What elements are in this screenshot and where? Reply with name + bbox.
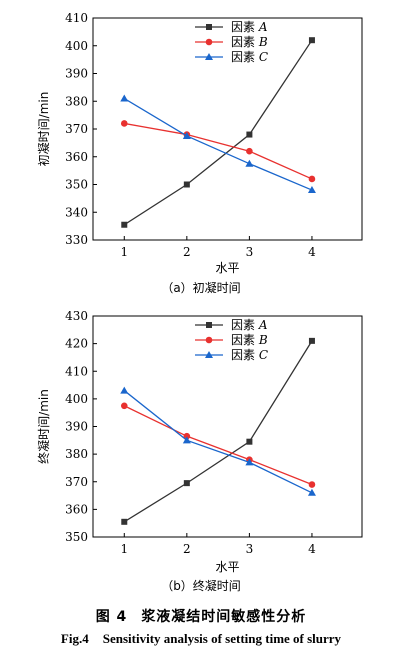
legend-marker <box>205 351 213 358</box>
figure-caption-en: Fig.4 Sensitivity analysis of setting tim… <box>0 631 402 647</box>
legend-label: 因素 A <box>231 20 268 34</box>
series-line <box>123 340 313 523</box>
y-tick-label: 350 <box>65 178 88 192</box>
plot-frame <box>92 315 363 538</box>
data-point <box>183 432 191 440</box>
legend-label: 因素 C <box>231 348 268 362</box>
chart-subtitle: （b）终凝时间 <box>161 578 241 593</box>
figure-canvas: 330 340 350 360 370 380 390 400 410 1 2 3 4 水平 初凝时间/mi… <box>36 11 363 593</box>
plot-frame <box>92 17 363 241</box>
y-tick-label: 330 <box>65 233 88 247</box>
series-line <box>123 97 313 191</box>
chart-final-setting: 350 360 370 380 390 400 410 420 430 1 2 3 4 水平 终凝时间/mi… <box>36 309 363 593</box>
data-point <box>245 159 254 167</box>
y-tick-label: 400 <box>65 39 88 53</box>
legend-label: 因素 B <box>231 333 268 347</box>
y-tick-label: 410 <box>65 11 88 25</box>
legend-marker <box>205 38 213 46</box>
y-tick-label: 360 <box>65 502 88 516</box>
figure-label-cn: 图 4 <box>95 609 128 625</box>
data-point <box>120 120 128 127</box>
legend-marker <box>205 336 213 344</box>
data-point <box>246 131 253 138</box>
data-point <box>120 94 129 102</box>
series-line <box>123 390 313 494</box>
legend-marker <box>206 24 212 30</box>
legend-marker <box>205 53 213 60</box>
figure-title-en: Sensitivity analysis of setting time of … <box>102 631 342 646</box>
data-point <box>245 458 254 466</box>
y-tick-label: 370 <box>65 122 88 136</box>
figure-caption-cn: 图 4 浆液凝结时间敏感性分析 <box>0 606 402 626</box>
legend-marker <box>206 322 212 328</box>
x-tick-label: 2 <box>183 245 191 259</box>
series-b <box>120 402 316 488</box>
x-axis-title: 水平 <box>215 261 239 275</box>
series-a <box>121 37 315 228</box>
x-tick-label: 1 <box>120 245 128 259</box>
y-tick-label: 370 <box>65 475 88 489</box>
chart-initial-setting: 330 340 350 360 370 380 390 400 410 1 2 3 4 水平 初凝时间/mi… <box>36 11 363 295</box>
data-point <box>307 186 316 194</box>
data-point <box>308 481 316 488</box>
data-point <box>246 147 253 155</box>
y-tick-label: 380 <box>65 447 88 461</box>
data-point <box>308 175 316 183</box>
y-tick-label: 390 <box>65 420 88 434</box>
series-b <box>120 120 316 183</box>
series-line <box>124 122 313 180</box>
legend: 因素 A因素 B因素 C <box>195 318 268 362</box>
y-tick-label: 420 <box>65 337 88 351</box>
data-point <box>121 221 128 228</box>
x-tick-label: 4 <box>308 245 316 259</box>
y-tick-label: 410 <box>65 364 88 378</box>
data-point <box>121 518 128 525</box>
data-point <box>307 488 316 496</box>
legend-label: 因素 C <box>231 50 268 64</box>
y-tick-label: 360 <box>65 150 88 164</box>
y-tick-label: 400 <box>65 392 88 406</box>
x-axis-title: 水平 <box>215 560 239 574</box>
y-tick-label: 430 <box>65 309 88 323</box>
series-c <box>120 94 316 194</box>
data-point <box>183 480 190 487</box>
x-tick-label: 1 <box>120 542 128 556</box>
chart-subtitle: （a）初凝时间 <box>161 280 240 295</box>
data-point <box>120 402 128 410</box>
y-tick-label: 340 <box>65 205 88 219</box>
x-tick-label: 3 <box>246 542 254 556</box>
legend-label: 因素 B <box>231 35 268 49</box>
x-tick-label: 4 <box>308 542 316 556</box>
figure-label-en: Fig.4 <box>60 631 89 646</box>
series-line <box>123 405 313 486</box>
data-point <box>183 181 190 188</box>
legend: 因素 A因素 B因素 C <box>195 20 268 64</box>
series-line <box>123 39 313 226</box>
figure-title-cn: 浆液凝结时间敏感性分析 <box>141 609 307 625</box>
y-tick-label: 390 <box>65 67 88 81</box>
data-point <box>308 337 315 344</box>
series-a <box>121 337 315 525</box>
y-axis-title: 终凝时间/min <box>36 389 51 464</box>
data-point <box>246 438 253 445</box>
y-tick-label: 380 <box>65 94 88 108</box>
y-axis-title: 初凝时间/min <box>36 92 51 167</box>
data-point <box>182 131 191 139</box>
legend-label: 因素 A <box>231 318 268 332</box>
data-point <box>308 37 315 44</box>
x-tick-label: 2 <box>183 542 191 556</box>
y-tick-label: 350 <box>65 530 88 544</box>
data-point <box>120 386 129 394</box>
data-point <box>182 436 191 444</box>
series-c <box>120 386 316 496</box>
x-tick-label: 3 <box>246 245 254 259</box>
